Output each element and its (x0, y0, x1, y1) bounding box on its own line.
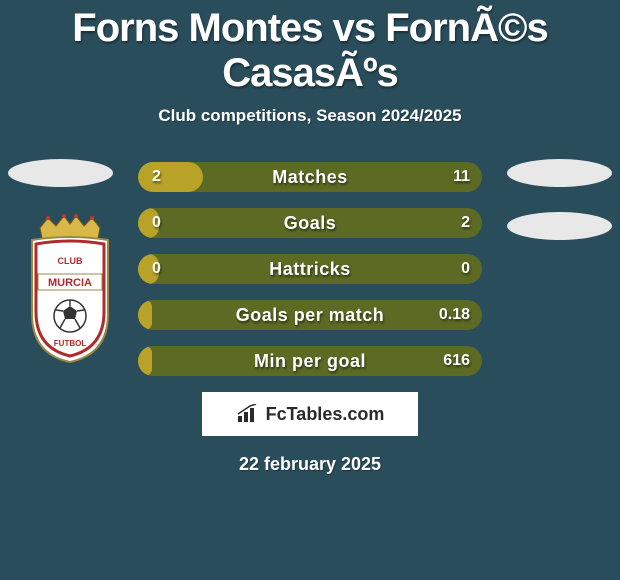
stat-bar-row: 2Matches11 (138, 162, 482, 192)
team-left-ellipse (8, 159, 113, 187)
stat-bar-label: Matches (138, 162, 482, 192)
stat-bar-label: Hattricks (138, 254, 482, 284)
badge-bottom-text: FUTBOL (54, 339, 87, 348)
subtitle: Club competitions, Season 2024/2025 (0, 106, 620, 126)
fctables-logo-box: FcTables.com (202, 392, 418, 436)
stat-bar-row: Goals per match0.18 (138, 300, 482, 330)
team-right-ellipse-1 (507, 159, 612, 187)
stat-bar-right-value: 0 (461, 254, 470, 284)
stat-bar-right-value: 0.18 (439, 300, 470, 330)
stat-bar-right-value: 616 (443, 346, 470, 376)
date-text: 22 february 2025 (0, 454, 620, 475)
team-right-ellipse-2 (507, 212, 612, 240)
team-left-badge: MURCIA CLUB FUTBOL (20, 214, 120, 364)
page-title: Forns Montes vs FornÃ©s CasasÃºs (0, 0, 620, 96)
stat-bars: 2Matches110Goals20Hattricks0Goals per ma… (138, 162, 482, 376)
stat-bar-row: 0Hattricks0 (138, 254, 482, 284)
badge-banner-text: MURCIA (48, 277, 92, 289)
stat-bar-label: Goals per match (138, 300, 482, 330)
badge-top-text: CLUB (58, 256, 83, 266)
comparison-content: MURCIA CLUB FUTBOL 2Matches110Goals20Hat… (0, 162, 620, 475)
logo-text: FcTables.com (266, 404, 385, 425)
stat-bar-right-value: 11 (453, 162, 470, 192)
stat-bar-row: Min per goal616 (138, 346, 482, 376)
stat-bar-row: 0Goals2 (138, 208, 482, 238)
stat-bar-label: Min per goal (138, 346, 482, 376)
bar-chart-icon (236, 404, 262, 424)
stat-bar-label: Goals (138, 208, 482, 238)
stat-bar-right-value: 2 (461, 208, 470, 238)
